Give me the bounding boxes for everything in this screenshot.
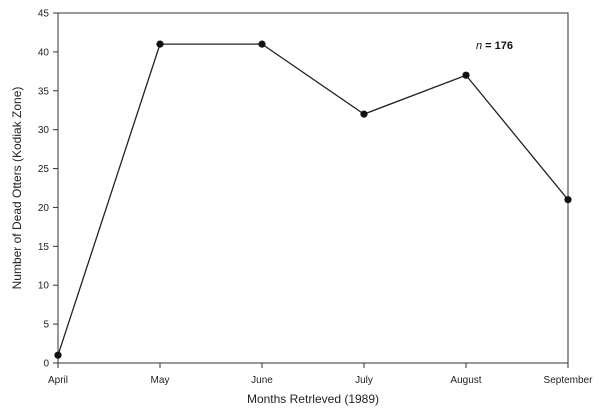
series-line: [57, 43, 569, 356]
sample-size-symbol: n: [476, 40, 482, 52]
sample-size-value: = 176: [482, 40, 513, 52]
data-point: [54, 351, 62, 359]
data-point: [360, 110, 368, 118]
y-tick-label: 5: [43, 320, 49, 331]
plot-axes: [57, 12, 569, 364]
data-point: [564, 196, 572, 204]
y-tick-label: 10: [38, 281, 50, 292]
x-tick-label: June: [251, 375, 273, 386]
y-tick-label: 30: [38, 125, 50, 136]
x-axis-label: Months Retrleved (1989): [247, 392, 379, 406]
data-point: [462, 71, 470, 79]
plot-frame: [57, 12, 569, 364]
sample-size-annotation: n = 176: [476, 40, 513, 52]
x-tick-label: September: [544, 375, 594, 386]
y-tick-label: 0: [43, 359, 49, 370]
y-tick-label: 20: [38, 203, 50, 214]
y-tick-label: 40: [38, 47, 50, 58]
y-tick-label: 35: [38, 86, 50, 97]
y-tick-label: 45: [38, 9, 50, 20]
y-tick-label: 15: [38, 242, 50, 253]
x-tick-label: July: [355, 375, 373, 386]
data-series: [54, 40, 572, 359]
x-tick-label: May: [151, 375, 170, 386]
y-axis-ticks: 0 5 10 15 20 25 30 35 40 45: [38, 9, 58, 370]
x-tick-label: April: [48, 375, 68, 386]
x-tick-label: August: [450, 375, 481, 386]
y-tick-label: 25: [38, 164, 50, 175]
data-point: [156, 40, 164, 48]
x-axis-ticks: April May June July August September: [48, 363, 593, 386]
y-axis-label: Number of Dead Otters (Kodiak Zone): [10, 87, 24, 290]
data-point: [258, 40, 266, 48]
